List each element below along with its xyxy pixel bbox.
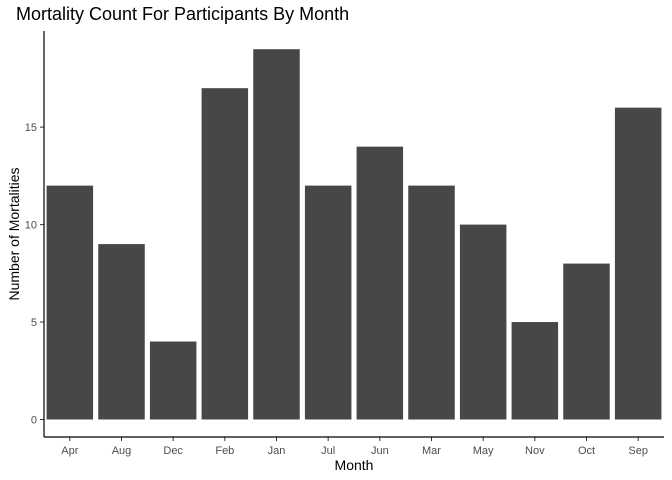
bar-sep — [614, 107, 662, 420]
x-tick-label-jun: Jun — [371, 445, 389, 457]
bar-feb — [201, 88, 249, 420]
x-tick-label-apr: Apr — [61, 445, 78, 457]
x-tick-label-dec: Dec — [163, 445, 183, 457]
x-tick-label-aug: Aug — [112, 445, 132, 457]
x-axis-ticks: Apr Aug Dec Feb Jan Jul Jun Mar May Nov Oct Sep — [61, 437, 648, 457]
bar-jan — [253, 49, 300, 420]
y-axis-title: Number of Mortalities — [6, 167, 22, 300]
bar-nov — [511, 322, 559, 420]
bars-group — [46, 49, 662, 420]
bar-jun — [356, 146, 404, 420]
x-axis-title: Month — [335, 457, 374, 473]
x-tick-label-may: May — [473, 445, 494, 457]
bar-may — [459, 224, 507, 420]
bar-dec — [149, 341, 197, 420]
bar-apr — [46, 185, 94, 420]
y-tick-label-5: 5 — [31, 317, 37, 329]
chart-title: Mortality Count For Participants By Mont… — [16, 4, 349, 24]
y-tick-label-10: 10 — [25, 220, 37, 232]
x-tick-label-oct: Oct — [578, 445, 595, 457]
bar-oct — [563, 263, 610, 420]
y-tick-label-0: 0 — [31, 415, 37, 427]
x-tick-label-jan: Jan — [268, 445, 286, 457]
bar-aug — [98, 244, 145, 420]
bar-jul — [304, 185, 352, 420]
y-axis-ticks: 0 5 10 15 — [25, 122, 44, 427]
y-tick-label-15: 15 — [25, 122, 37, 134]
x-tick-label-mar: Mar — [422, 445, 441, 457]
x-tick-label-nov: Nov — [525, 445, 545, 457]
x-tick-label-feb: Feb — [215, 445, 234, 457]
x-tick-label-jul: Jul — [321, 445, 335, 457]
bar-mar — [408, 185, 455, 420]
x-tick-label-sep: Sep — [628, 445, 648, 457]
